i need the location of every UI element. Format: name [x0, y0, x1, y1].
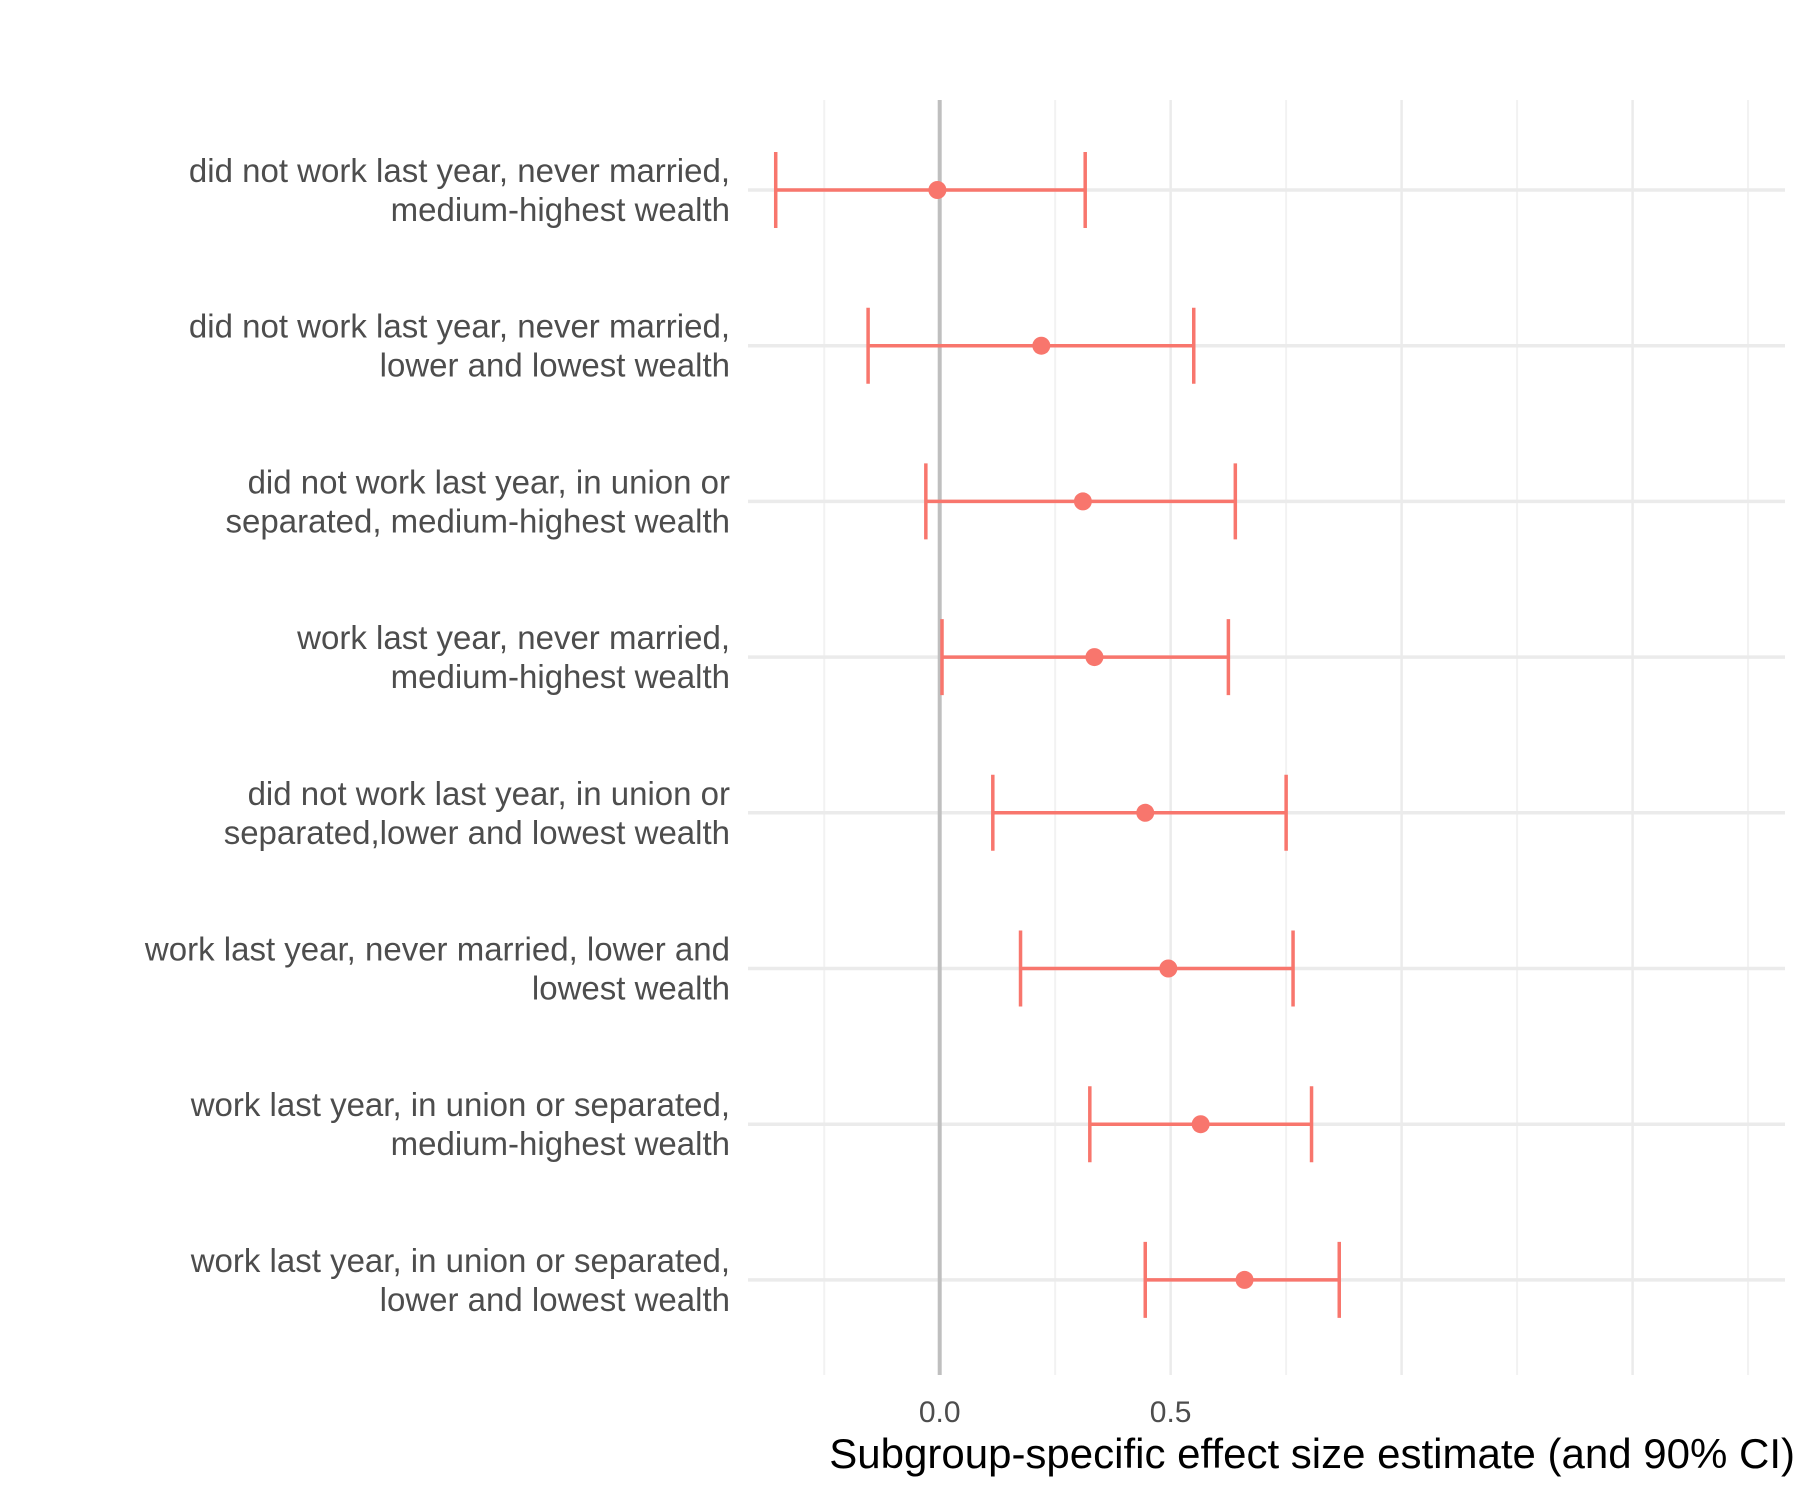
y-category-label: did not work last year, in union or separ… — [226, 463, 730, 539]
point-estimate — [1085, 648, 1104, 667]
point-estimate — [928, 181, 947, 199]
y-category-label-line: medium-highest wealth — [391, 658, 730, 695]
y-category-label-line: lower and lowest wealth — [380, 347, 730, 384]
y-category-label-line: did not work last year, never married, — [189, 152, 730, 189]
x-tick-label: 0.0 — [919, 1396, 961, 1429]
y-category-label-line: lower and lowest wealth — [380, 1281, 730, 1318]
y-category-label: work last year, never married, lower and… — [144, 931, 730, 1007]
y-category-label-line: lowest wealth — [532, 970, 730, 1007]
mark-layer — [773, 152, 1342, 1318]
grid-layer — [748, 100, 1785, 1375]
point-estimate — [1191, 1115, 1210, 1134]
y-category-label-line: work last year, never married, — [296, 619, 730, 656]
point-estimate — [1032, 336, 1051, 355]
y-category-label: work last year, in union or separated, lo… — [190, 1242, 730, 1318]
y-category-label: work last year, never married, medium-hig… — [296, 619, 730, 695]
y-category-label-line: separated, medium-highest wealth — [226, 502, 730, 539]
label-layer: 0.0 0.5 did not work last year, never marr… — [144, 152, 1192, 1429]
y-category-label-line: did not work last year, never married, — [189, 308, 730, 345]
y-category-label-line: did not work last year, in union or — [248, 775, 730, 812]
y-category-label-line: work last year, in union or separated, — [190, 1086, 730, 1123]
y-category-label-line: medium-highest wealth — [391, 191, 730, 228]
y-category-label: did not work last year, never married, me… — [189, 152, 730, 228]
y-category-label-line: separated,lower and lowest wealth — [224, 814, 730, 851]
y-category-label-line: did not work last year, in union or — [248, 463, 730, 500]
point-estimate — [1235, 1270, 1254, 1289]
y-category-label: work last year, in union or separated, me… — [190, 1086, 730, 1162]
point-estimate — [1073, 492, 1092, 511]
y-category-label-line: medium-highest wealth — [391, 1125, 730, 1162]
y-category-label: did not work last year, in union or separ… — [224, 775, 730, 851]
point-estimate — [1159, 959, 1178, 978]
y-category-label-line: work last year, never married, lower and — [144, 931, 730, 968]
x-axis-title: Subgroup-specific effect size estimate (… — [829, 1430, 1795, 1477]
y-category-label-line: work last year, in union or separated, — [190, 1242, 730, 1279]
y-category-label: did not work last year, never married, lo… — [189, 308, 730, 384]
x-tick-label: 0.5 — [1150, 1396, 1192, 1429]
point-estimate — [1136, 803, 1155, 822]
